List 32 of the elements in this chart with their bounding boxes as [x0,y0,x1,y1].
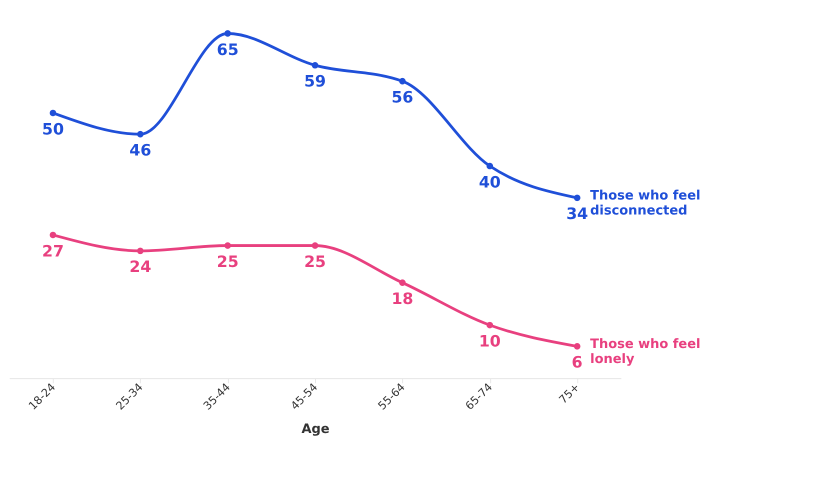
point [486,162,494,170]
point [224,30,231,37]
point [224,242,231,249]
data-label: 46 [129,140,152,160]
data-label: 24 [129,257,152,276]
point [137,248,144,254]
point [312,242,318,249]
data-label: 40 [478,172,501,192]
data-label: 25 [216,252,239,271]
x-tick-label: 75+ [556,380,582,406]
x-axis-title: Age [301,422,330,438]
data-label: 18 [391,289,414,308]
point [50,110,56,116]
data-label: 25 [304,252,326,271]
data-label: 27 [42,241,64,260]
data-label: 6 [572,352,583,372]
data-label: 56 [391,87,414,106]
point [312,62,318,69]
point [50,232,56,238]
point [137,130,144,138]
data-label: 50 [42,119,64,138]
series-label: Those who feel lonely [590,337,700,368]
data-label: 10 [478,331,501,350]
data-label: 34 [566,204,588,224]
point [574,194,580,202]
series-label: Those who feel disconnected [590,188,700,219]
data-label: 65 [216,40,239,59]
data-label: 59 [304,72,326,91]
point [399,78,406,84]
point [399,279,406,286]
point [486,322,494,328]
point [574,343,580,350]
